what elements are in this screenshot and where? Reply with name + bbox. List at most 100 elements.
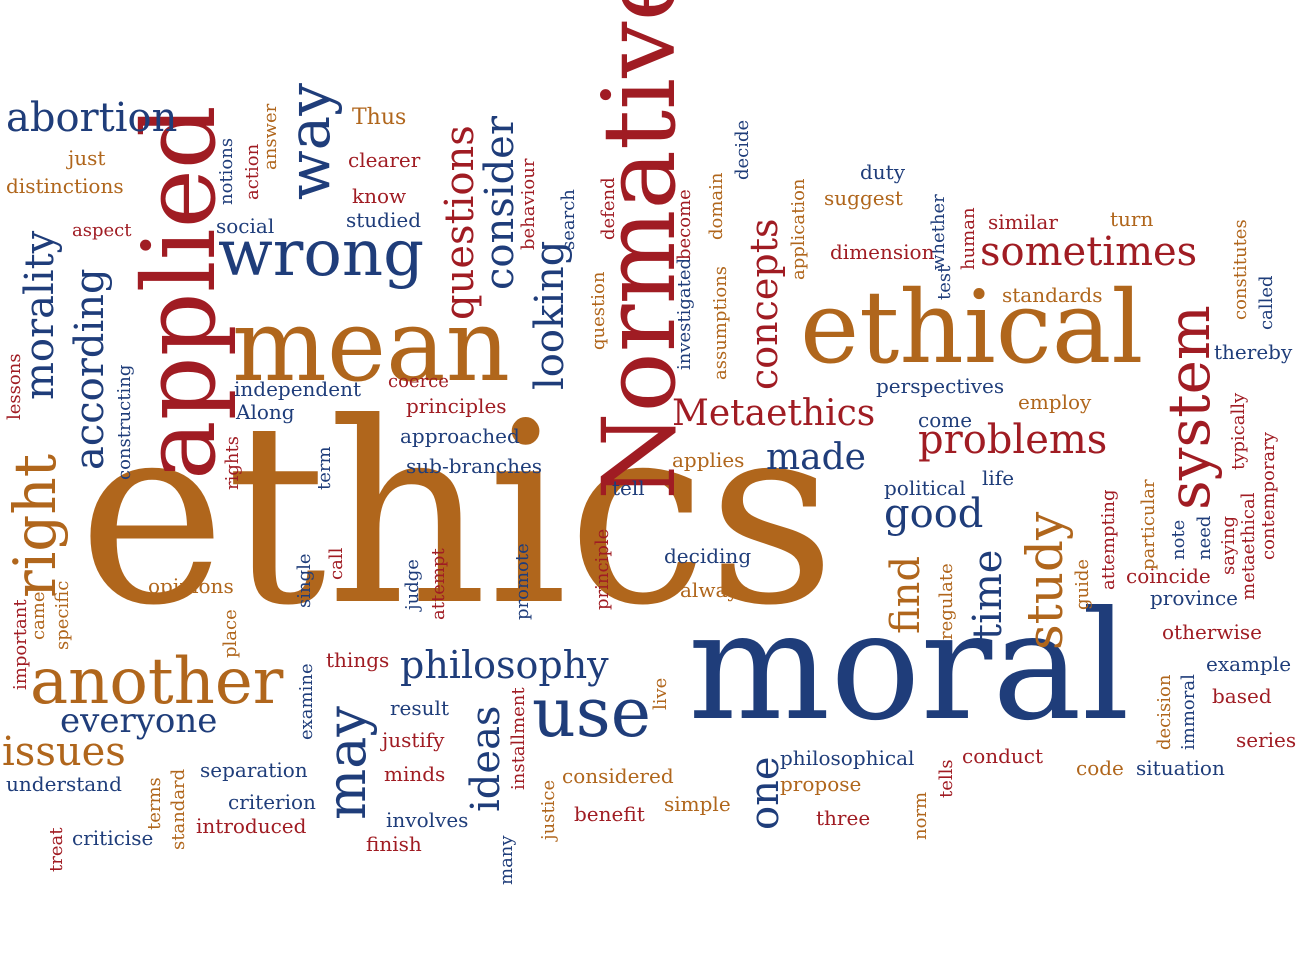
word-sub-branches: sub-branches <box>406 454 543 478</box>
word-independent: independent <box>234 377 361 401</box>
word-live: live <box>650 677 671 710</box>
word-morality: morality <box>17 230 63 400</box>
word-terms: terms <box>144 777 165 830</box>
word-norm: norm <box>910 791 931 840</box>
word-answer: answer <box>260 103 281 170</box>
word-province: province <box>1150 586 1239 610</box>
word-promote: promote <box>512 543 533 620</box>
word-political: political <box>884 476 966 500</box>
word-coerce: coerce <box>388 371 449 392</box>
word-lessons: lessons <box>4 353 25 420</box>
word-problems: problems <box>918 417 1108 463</box>
word-result: result <box>390 696 449 720</box>
word-standard: standard <box>168 768 189 850</box>
word-turn: turn <box>1110 207 1154 231</box>
word-mean: mean <box>232 287 511 404</box>
word-philosophy: philosophy <box>400 643 609 687</box>
word-applies: applies <box>672 448 745 472</box>
word-looking: looking <box>527 240 573 390</box>
word-coincide: coincide <box>1126 564 1211 588</box>
word-criterion: criterion <box>228 790 316 814</box>
word-thereby: thereby <box>1214 340 1293 364</box>
word-constructing: constructing <box>114 364 135 480</box>
word-many: many <box>496 835 517 885</box>
word-metaethical: metaethical <box>1238 492 1259 601</box>
word-constitutes: constitutes <box>1230 219 1251 320</box>
word-wrong: wrong <box>218 217 425 291</box>
word-tells: tells <box>936 759 957 798</box>
word-important: important <box>10 599 31 690</box>
word-call: call <box>326 547 347 580</box>
word-introduced: introduced <box>196 814 307 838</box>
word-separation: separation <box>200 758 308 782</box>
word-justify: justify <box>382 728 445 752</box>
word-attempting: attempting <box>1098 489 1119 590</box>
word-contemporary: contemporary <box>1258 432 1279 560</box>
word-philosophical: philosophical <box>780 746 915 770</box>
word-investigated: investigated <box>674 257 695 370</box>
word-particular: particular <box>1138 479 1159 570</box>
word-social: social <box>216 214 275 238</box>
word-system: system <box>1155 305 1223 510</box>
word-specific: specific <box>52 580 73 650</box>
word-along: Along <box>236 400 295 424</box>
word-decide: decide <box>732 119 753 180</box>
word-otherwise: otherwise <box>1162 620 1262 644</box>
word-treat: treat <box>46 827 67 872</box>
word-place: place <box>220 609 241 658</box>
word-moral: moral <box>688 580 1130 754</box>
word-term: term <box>314 446 335 490</box>
word-code: code <box>1076 756 1124 780</box>
word-metaethics: Metaethics <box>672 393 876 434</box>
word-application: application <box>788 178 809 280</box>
word-applied: applied <box>121 105 238 480</box>
word-similar: similar <box>988 210 1058 234</box>
word-questions: questions <box>437 125 483 320</box>
word-ideas: ideas <box>463 705 509 812</box>
word-test: test <box>934 265 955 300</box>
word-aspect: aspect <box>72 220 132 241</box>
word-time: time <box>965 549 1011 640</box>
word-right: right <box>1 453 69 598</box>
word-study: study <box>1016 511 1074 650</box>
word-just: just <box>68 146 106 170</box>
word-studied: studied <box>346 208 422 232</box>
word-thus: Thus <box>352 105 407 130</box>
word-behaviour: behaviour <box>518 158 539 250</box>
word-three: three <box>816 806 871 830</box>
word-suggest: suggest <box>824 186 903 210</box>
word-use: use <box>532 674 651 753</box>
word-good: good <box>884 491 984 537</box>
word-assumptions: assumptions <box>710 265 731 380</box>
word-standards: standards <box>1002 283 1103 307</box>
word-tell: tell <box>612 476 645 500</box>
word-approached: approached <box>400 424 520 448</box>
word-benefit: benefit <box>574 802 645 826</box>
word-things: things <box>326 648 390 672</box>
word-dimension: dimension <box>830 240 935 264</box>
word-called: called <box>1256 275 1277 330</box>
word-employ: employ <box>1018 390 1092 414</box>
word-criticise: criticise <box>72 826 154 850</box>
word-one: one <box>742 756 788 830</box>
word-based: based <box>1212 684 1272 708</box>
word-note: note <box>1168 519 1189 560</box>
word-consider: consider <box>477 116 523 290</box>
word-considered: considered <box>562 764 674 788</box>
word-notions: notions <box>216 137 237 205</box>
word-find: find <box>883 555 929 634</box>
word-abortion: abortion <box>6 95 178 141</box>
word-judge: judge <box>402 559 423 610</box>
word-domain: domain <box>706 172 727 240</box>
word-issues: issues <box>2 729 126 775</box>
word-need: need <box>1194 515 1215 560</box>
word-situation: situation <box>1136 756 1225 780</box>
word-according: according <box>67 268 113 470</box>
word-defend: defend <box>598 177 619 240</box>
word-may: may <box>315 706 378 820</box>
word-typically: typically <box>1228 392 1249 470</box>
word-perspectives: perspectives <box>876 374 1005 398</box>
word-single: single <box>294 553 315 608</box>
word-principles: principles <box>406 394 507 418</box>
